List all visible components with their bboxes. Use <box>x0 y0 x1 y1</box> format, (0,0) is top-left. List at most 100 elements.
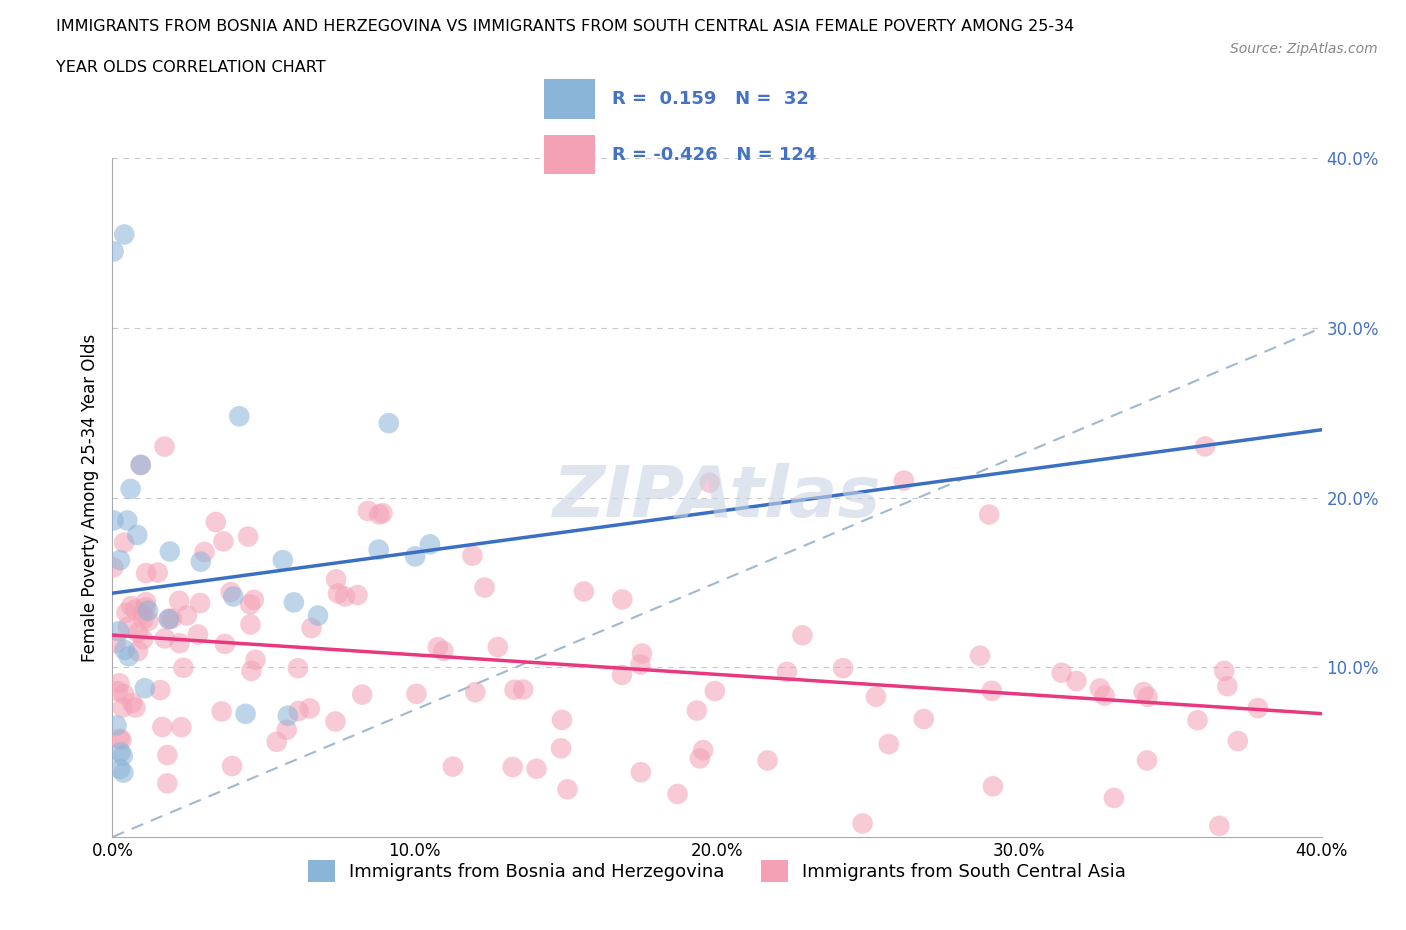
Point <box>266 735 288 750</box>
Text: IMMIGRANTS FROM BOSNIA AND HERZEGOVINA VS IMMIGRANTS FROM SOUTH CENTRAL ASIA FEM: IMMIGRANTS FROM BOSNIA AND HERZEGOVINA V… <box>56 19 1074 33</box>
Point <box>212 534 235 549</box>
Point <box>666 787 689 802</box>
Point <box>120 482 142 497</box>
Point <box>441 759 464 774</box>
Point <box>689 751 711 765</box>
Point <box>169 636 191 651</box>
Point <box>156 748 179 763</box>
Point <box>104 636 127 651</box>
Point <box>461 548 484 563</box>
Point <box>211 704 233 719</box>
Point <box>190 554 212 569</box>
Point <box>1208 818 1230 833</box>
Point <box>307 608 329 623</box>
Point <box>832 660 855 675</box>
Point <box>153 439 176 454</box>
Text: ZIPAtlas: ZIPAtlas <box>553 463 882 532</box>
Point <box>107 684 129 698</box>
Point <box>117 513 139 528</box>
Point <box>404 549 426 564</box>
Point <box>150 720 173 735</box>
Point <box>851 816 873 830</box>
Point <box>980 684 1002 698</box>
Text: R = -0.426   N = 124: R = -0.426 N = 124 <box>612 146 817 164</box>
Point <box>969 648 991 663</box>
Point <box>792 628 814 643</box>
Point <box>134 681 156 696</box>
Point <box>243 592 266 607</box>
Point <box>204 514 226 529</box>
Point <box>114 643 136 658</box>
Point <box>1216 679 1239 694</box>
Y-axis label: Female Poverty Among 25-34 Year Olds: Female Poverty Among 25-34 Year Olds <box>80 334 98 661</box>
Point <box>157 612 180 627</box>
Point <box>235 707 257 722</box>
Point <box>146 565 169 580</box>
Point <box>134 600 156 615</box>
Point <box>156 776 179 790</box>
Point <box>271 552 294 567</box>
Point <box>877 737 900 751</box>
Point <box>221 759 243 774</box>
Point <box>326 586 349 601</box>
Point <box>283 595 305 610</box>
Point <box>193 545 215 560</box>
Text: YEAR OLDS CORRELATION CHART: YEAR OLDS CORRELATION CHART <box>56 60 326 75</box>
Point <box>357 503 380 518</box>
Point <box>108 762 131 777</box>
Point <box>188 595 211 610</box>
Point <box>1088 681 1111 696</box>
Point <box>120 599 142 614</box>
Point <box>526 762 548 777</box>
Point <box>1136 689 1159 704</box>
Bar <box>544 135 595 175</box>
Point <box>112 535 135 550</box>
Point <box>1213 663 1236 678</box>
Point <box>112 227 135 242</box>
Point <box>367 542 389 557</box>
Point <box>699 475 721 490</box>
Point <box>170 720 193 735</box>
Point <box>346 588 368 603</box>
Point <box>628 657 651 671</box>
Point <box>371 506 394 521</box>
Point <box>108 552 131 567</box>
Point <box>176 608 198 623</box>
Point <box>512 682 534 697</box>
Point <box>111 749 134 764</box>
Point <box>610 668 633 683</box>
Point <box>112 686 135 701</box>
Point <box>108 731 131 746</box>
Point <box>108 676 131 691</box>
Text: R =  0.159   N =  32: R = 0.159 N = 32 <box>612 90 808 108</box>
Point <box>368 507 391 522</box>
Point <box>502 760 524 775</box>
Point <box>127 644 149 658</box>
Point <box>132 631 155 646</box>
Point <box>132 612 155 627</box>
Point <box>432 644 454 658</box>
Point <box>103 244 125 259</box>
Point <box>503 683 526 698</box>
Point <box>121 696 143 711</box>
Point <box>703 684 725 698</box>
Point <box>557 782 579 797</box>
Point <box>239 617 262 631</box>
Point <box>550 741 572 756</box>
Point <box>1194 439 1216 454</box>
Point <box>979 507 1001 522</box>
Legend: Immigrants from Bosnia and Herzegovina, Immigrants from South Central Asia: Immigrants from Bosnia and Herzegovina, … <box>301 853 1133 889</box>
Point <box>118 649 141 664</box>
Point <box>240 663 263 678</box>
Point <box>149 683 172 698</box>
Point <box>108 624 131 639</box>
Point <box>405 686 427 701</box>
Point <box>287 661 309 676</box>
Point <box>187 627 209 642</box>
Point <box>214 636 236 651</box>
Point <box>135 565 157 580</box>
Point <box>153 631 176 645</box>
Point <box>1136 753 1159 768</box>
Point <box>160 611 183 626</box>
Point <box>159 544 181 559</box>
